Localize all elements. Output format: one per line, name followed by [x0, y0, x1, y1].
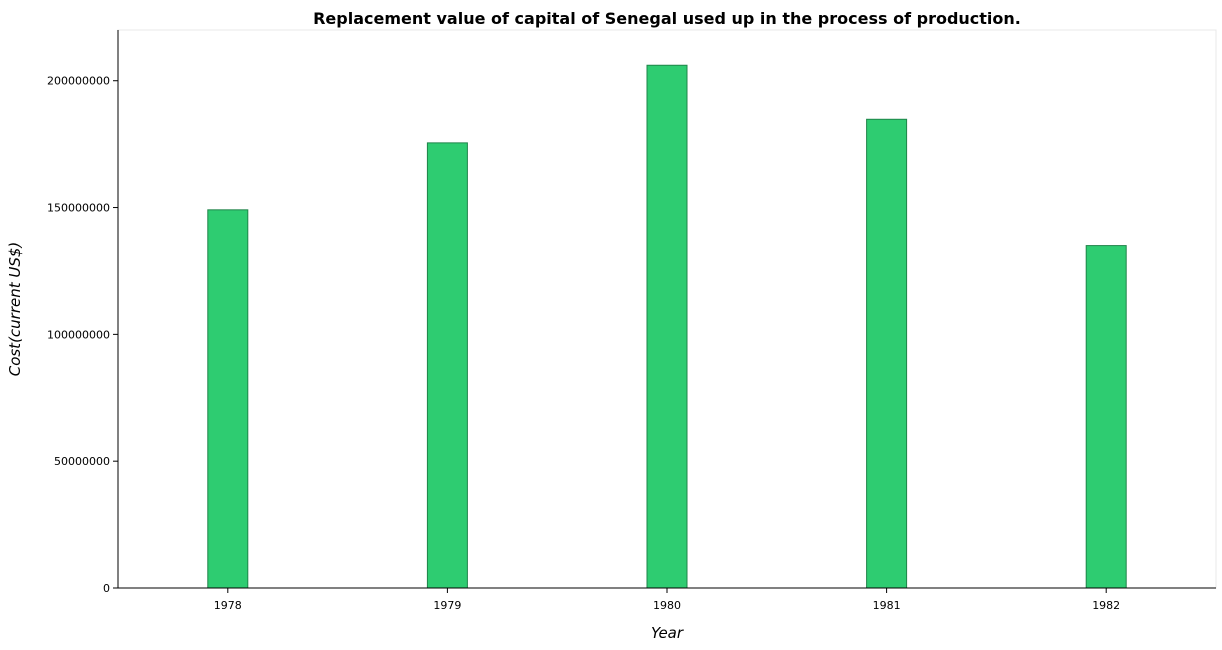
bars-layer — [207, 64, 1127, 589]
x-axis-label: Year — [651, 624, 684, 642]
bar-1982 — [1085, 245, 1127, 589]
y-tick-label: 200000000 — [47, 75, 110, 88]
x-tick-label-1981: 1981 — [873, 599, 901, 612]
bar-1979 — [426, 142, 468, 589]
x-axis: 1978 1979 1980 1981 1982 — [118, 587, 1216, 612]
bar-1980 — [646, 64, 688, 589]
bar-1981 — [866, 118, 908, 589]
y-tick-label: 50000000 — [54, 455, 110, 468]
y-tick-label: 0 — [103, 582, 110, 595]
x-tick-label-1982: 1982 — [1092, 599, 1120, 612]
x-tick-label-1978: 1978 — [214, 599, 242, 612]
y-tick-label: 100000000 — [47, 328, 110, 341]
x-tick-label-1979: 1979 — [433, 599, 461, 612]
y-axis-label: Cost(current US$) — [6, 242, 24, 377]
bar-1978 — [207, 209, 249, 589]
chart-title: Replacement value of capital of Senegal … — [313, 9, 1021, 28]
y-axis: 0 50000000 100000000 150000000 200000000 — [47, 30, 119, 595]
x-tick-label-1980: 1980 — [653, 599, 681, 612]
y-tick-label: 150000000 — [47, 202, 110, 215]
